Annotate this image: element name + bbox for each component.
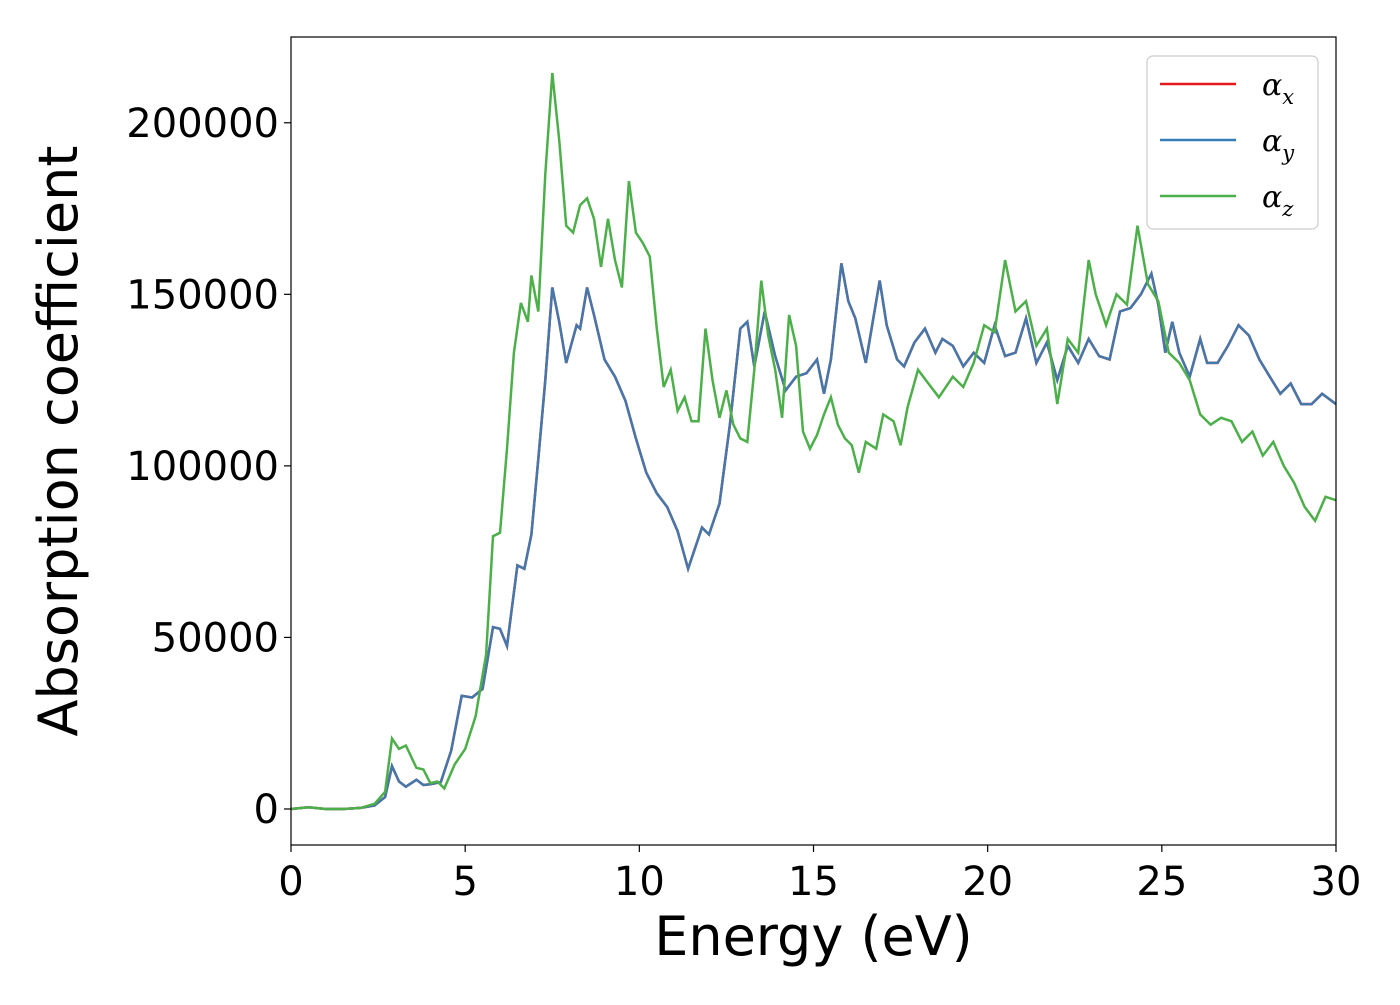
legend-box — [1146, 55, 1319, 230]
x-axis-ticks: 0 5 10 15 20 25 30 — [278, 845, 1361, 905]
x-tick-label: 25 — [1136, 859, 1187, 905]
series-alpha-x-line — [291, 263, 1336, 811]
series-alpha-z-line — [291, 72, 1336, 811]
x-axis-title: Energy (eV) — [654, 905, 973, 968]
x-tick-label: 0 — [278, 859, 303, 905]
y-tick-label: 150000 — [126, 272, 279, 318]
legend: αx αy αz — [1146, 55, 1319, 230]
legend-label: αy — [1262, 124, 1295, 165]
series-layer — [291, 72, 1336, 811]
legend-label: αx — [1262, 68, 1294, 109]
y-tick-label: 50000 — [152, 615, 279, 661]
x-tick-label: 20 — [962, 859, 1013, 905]
y-axis-title: Absorption coefficient — [27, 146, 90, 737]
x-tick-label: 10 — [614, 859, 665, 905]
x-tick-label: 5 — [452, 859, 477, 905]
y-tick-label: 100000 — [126, 444, 279, 490]
x-tick-label: 30 — [1311, 859, 1362, 905]
y-tick-label: 200000 — [126, 101, 279, 147]
y-tick-label: 0 — [254, 787, 279, 833]
x-tick-label: 15 — [788, 859, 839, 905]
legend-label: αz — [1262, 180, 1294, 221]
series-alpha-y-line — [291, 263, 1336, 811]
y-axis-ticks: 0 50000 100000 150000 200000 — [126, 101, 291, 833]
